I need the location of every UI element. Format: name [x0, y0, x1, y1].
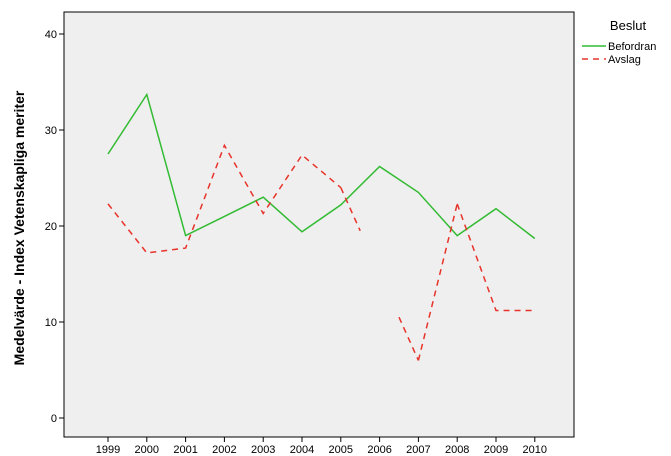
y-tick-label: 10	[45, 317, 57, 329]
x-tick-label: 2001	[173, 444, 197, 456]
x-tick-label: 2007	[406, 444, 430, 456]
series-line-avslag	[456, 203, 535, 312]
y-tick-label: 40	[45, 29, 57, 41]
x-tick-label: 2008	[445, 444, 469, 456]
x-tick-label: 2005	[329, 444, 353, 456]
series-line-avslag	[107, 143, 342, 254]
legend-label-befordran: Befordran	[608, 41, 656, 53]
series-line-befordran	[107, 92, 536, 240]
y-tick-label: 20	[45, 221, 57, 233]
series-segment-avslag	[340, 187, 361, 232]
x-tick-label: 1999	[96, 444, 120, 456]
y-axis: 0 10 20 30 40	[45, 29, 64, 425]
x-tick-label: 2010	[523, 444, 547, 456]
y-tick-label: 0	[51, 413, 57, 425]
x-axis: 1999 2000 2001 2002 2003 2004 2005 2006 2007 2008…	[96, 437, 547, 456]
x-tick-label: 2004	[290, 444, 314, 456]
x-tick-label: 2003	[251, 444, 275, 456]
x-tick-label: 2009	[484, 444, 508, 456]
y-tick-label: 30	[45, 125, 57, 137]
series-segment-avslag	[398, 316, 420, 361]
legend-title: Beslut	[610, 18, 647, 33]
series-segment-avslag	[417, 203, 458, 361]
y-axis-title: Medelvärde - Index Vetenskapliga meriter	[11, 90, 27, 365]
x-tick-label: 2002	[212, 444, 236, 456]
legend-label-avslag: Avslag	[608, 54, 641, 66]
x-tick-label: 2006	[367, 444, 391, 456]
x-tick-label: 2000	[135, 444, 159, 456]
series-layer	[107, 92, 536, 361]
plot-area	[63, 11, 575, 438]
